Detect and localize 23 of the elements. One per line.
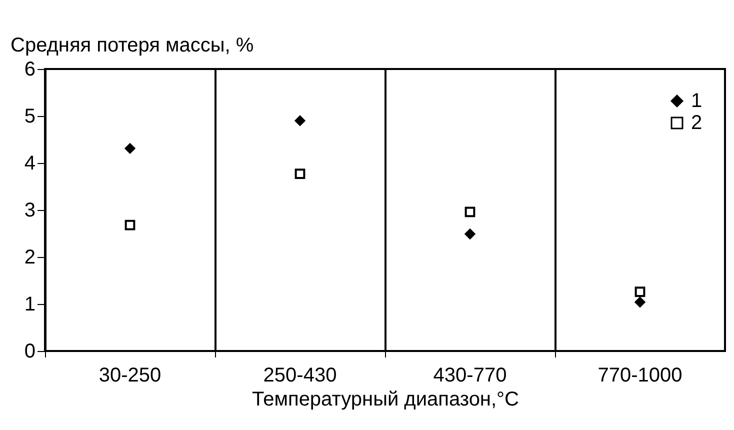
point	[124, 143, 136, 154]
y-tick-label: 2	[24, 246, 36, 268]
x-tick-label: 770-1000	[598, 364, 682, 386]
point	[634, 296, 646, 308]
y-axis-title: Средняя потеря массы, %	[10, 34, 254, 56]
y-tick-label: 1	[24, 294, 36, 316]
point	[294, 168, 306, 179]
x-tick-label: 30-250	[98, 364, 162, 386]
legend-label: 1	[691, 90, 702, 112]
y-tick-label: 3	[24, 200, 36, 222]
y-tick-label: 5	[24, 106, 36, 128]
legend-label: 2	[691, 112, 702, 134]
point	[464, 228, 476, 240]
point	[464, 206, 476, 218]
x-axis-title: Температурный диапазон,°C	[252, 388, 519, 410]
x-tick-label: 250-430	[263, 364, 337, 386]
point	[124, 220, 136, 230]
y-tick-label: 0	[24, 340, 36, 362]
y-tick-label: 4	[24, 152, 36, 174]
point	[294, 116, 306, 126]
y-tick-label: 6	[24, 58, 36, 80]
point	[634, 286, 646, 297]
x-tick-label: 430-770	[433, 364, 507, 386]
